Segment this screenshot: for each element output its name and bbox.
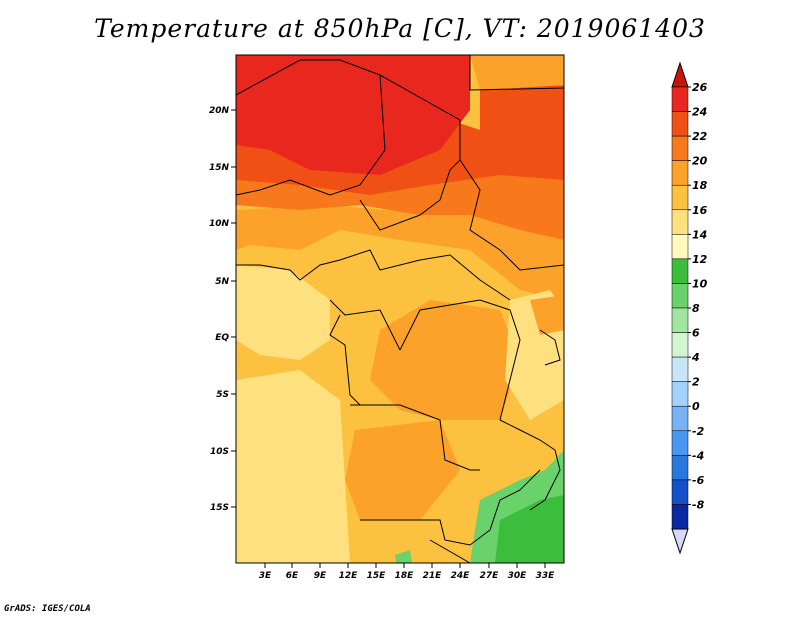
colorbar-label: 0 bbox=[692, 400, 700, 413]
lon-label: 3E bbox=[259, 571, 272, 581]
colorbar-segment bbox=[671, 332, 689, 358]
colorbar-segment bbox=[671, 135, 689, 161]
lat-label: EQ bbox=[215, 333, 229, 343]
colorbar-segment bbox=[671, 283, 689, 309]
colorbar-label: 6 bbox=[692, 327, 700, 340]
axis-ticks bbox=[231, 109, 546, 568]
colorbar-segment bbox=[671, 405, 689, 432]
lon-label: 21E bbox=[423, 571, 443, 581]
latitude-labels: 20N 15N 10N 5N EQ 5S 10S 15S bbox=[209, 106, 230, 513]
lon-label: 33E bbox=[536, 571, 556, 581]
lon-label: 18E bbox=[395, 571, 415, 581]
colorbar-label: 14 bbox=[692, 228, 707, 241]
longitude-labels: 3E 6E 9E 12E 15E 18E 21E 24E 27E 30E 33E bbox=[259, 571, 555, 581]
lon-label: 30E bbox=[508, 571, 528, 581]
lat-label: 10N bbox=[209, 219, 230, 229]
colorbar-segment bbox=[671, 86, 689, 112]
colorbar-segment bbox=[671, 356, 689, 382]
colorbar-segment bbox=[671, 184, 689, 211]
colorbar-label: -4 bbox=[692, 449, 704, 462]
lat-label: 5N bbox=[215, 277, 229, 287]
colorbar-label: 8 bbox=[692, 302, 700, 315]
colorbar-segment bbox=[671, 430, 689, 456]
colorbar-segment bbox=[671, 258, 689, 284]
colorbar-segment bbox=[671, 381, 689, 407]
colorbar-label: -8 bbox=[692, 498, 705, 511]
temperature-field bbox=[236, 55, 564, 563]
colorbar-segment bbox=[671, 234, 689, 260]
colorbar-label: 18 bbox=[692, 179, 708, 192]
colorbar-segment bbox=[671, 160, 689, 186]
colorbar-segment bbox=[671, 479, 689, 505]
colorbar-label: -6 bbox=[692, 474, 705, 487]
lon-label: 24E bbox=[451, 571, 471, 581]
colorbar-segment bbox=[671, 504, 689, 530]
colorbar-segment bbox=[671, 455, 689, 481]
colorbar-label: 20 bbox=[692, 155, 708, 168]
lon-label: 12E bbox=[339, 571, 359, 581]
colorbar-segment bbox=[671, 209, 689, 235]
lon-label: 27E bbox=[480, 571, 500, 581]
lat-label: 15S bbox=[210, 503, 229, 513]
colorbar-label: 22 bbox=[692, 130, 708, 143]
colorbar-segment bbox=[671, 307, 689, 333]
colorbar-label: 10 bbox=[692, 277, 708, 290]
lat-label: 5S bbox=[216, 390, 229, 400]
lon-label: 9E bbox=[314, 571, 327, 581]
colorbar-label: 16 bbox=[692, 204, 708, 217]
colorbar-bottom-arrow bbox=[671, 528, 689, 555]
colorbar-top-arrow bbox=[671, 61, 689, 88]
lon-label: 6E bbox=[286, 571, 299, 581]
lat-label: 20N bbox=[209, 106, 230, 116]
map-title: Temperature at 850hPa [C], VT: 201906140… bbox=[94, 14, 706, 43]
colorbar-label: 4 bbox=[691, 351, 700, 364]
colorbar-label: 12 bbox=[692, 253, 708, 266]
colorbar-label: 26 bbox=[692, 81, 708, 94]
colorbar-label: 2 bbox=[692, 376, 700, 389]
country-borders bbox=[236, 55, 564, 563]
map-frame bbox=[235, 54, 565, 564]
lon-label: 15E bbox=[367, 571, 387, 581]
colorbar-label: 24 bbox=[692, 106, 707, 119]
colorbar-segment bbox=[671, 111, 689, 137]
colorbar-label: -2 bbox=[692, 425, 705, 438]
grads-credit: GrADS: IGES/COLA bbox=[4, 604, 91, 614]
lat-label: 10S bbox=[210, 447, 229, 457]
lat-label: 15N bbox=[209, 163, 230, 173]
